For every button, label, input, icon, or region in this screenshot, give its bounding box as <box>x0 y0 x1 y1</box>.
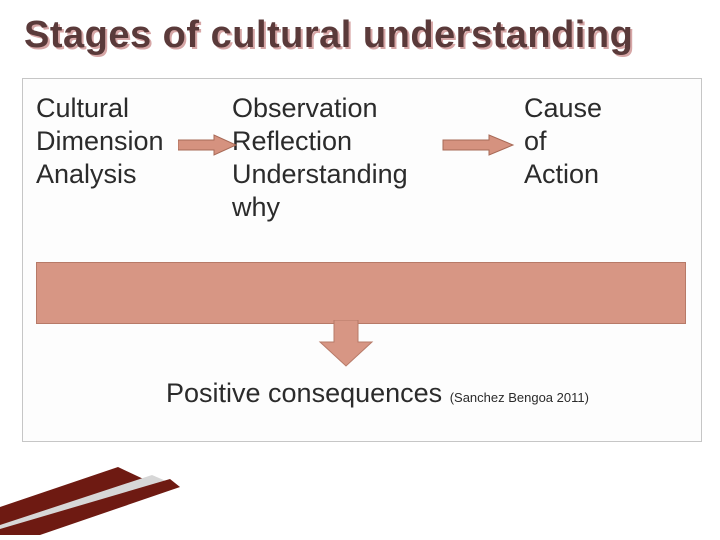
result-text: Positive consequences <box>166 378 442 408</box>
result-line: Positive consequences (Sanchez Bengoa 20… <box>166 378 589 409</box>
arrow-down-icon <box>318 320 374 373</box>
title-text: Stages of cultural understanding <box>24 14 633 56</box>
stage-col-1-line-2: Dimension <box>36 125 164 158</box>
stage-col-3-line-1: Cause <box>524 92 602 125</box>
stage-col-2-line-4: why <box>232 191 408 224</box>
stage-col-3: Cause of Action <box>524 92 602 191</box>
page-title: Stages of cultural understanding <box>24 14 633 57</box>
stage-col-3-line-3: Action <box>524 158 602 191</box>
stage-col-2-line-1: Observation <box>232 92 408 125</box>
stage-col-2-line-2: Reflection <box>232 125 408 158</box>
slide-stage: Stages of cultural understanding Cultura… <box>0 0 720 540</box>
arrow-right-1-icon <box>178 133 238 162</box>
corner-decor <box>0 445 180 540</box>
result-citation: (Sanchez Bengoa 2011) <box>450 390 589 405</box>
stage-col-1-line-1: Cultural <box>36 92 164 125</box>
stage-col-2: Observation Reflection Understanding why <box>232 92 408 224</box>
stage-col-2-line-3: Understanding <box>232 158 408 191</box>
stage-col-1-line-3: Analysis <box>36 158 164 191</box>
stage-col-3-line-2: of <box>524 125 602 158</box>
highlight-bar <box>36 262 686 324</box>
arrow-right-2-icon <box>442 133 516 162</box>
stage-col-1: Cultural Dimension Analysis <box>36 92 164 191</box>
